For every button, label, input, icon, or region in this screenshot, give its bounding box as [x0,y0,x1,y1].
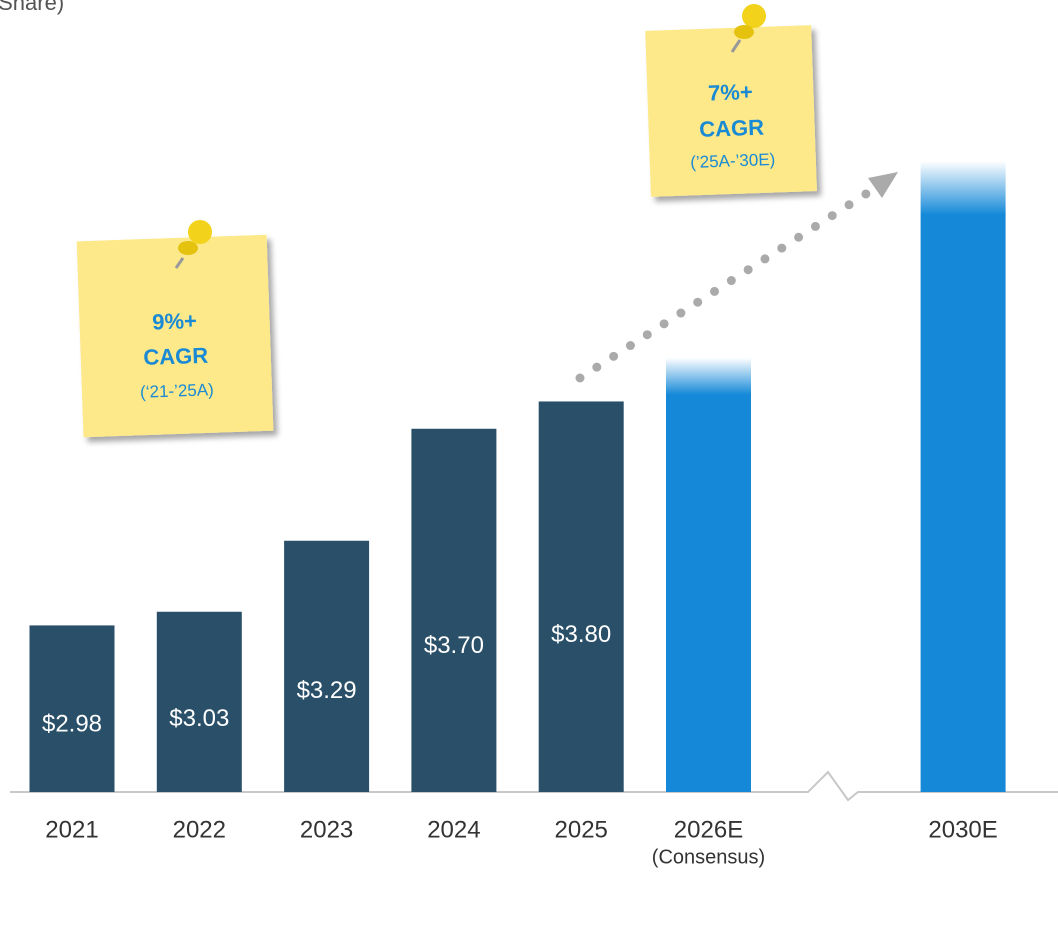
subtitle: /Share) [0,0,64,15]
x-tick-label: 2023 [300,816,353,843]
note-paper [645,25,817,197]
arrow-head [868,172,898,198]
x-tick-label: 2021 [45,816,98,843]
note-period: (’25A-’30E) [690,150,776,172]
x-tick-label: 2022 [173,816,226,843]
note-paper [76,234,274,438]
bar [920,161,1006,792]
x-tick-label: 2024 [427,816,480,843]
note-period: (‘21-’25A) [140,380,214,402]
x-tick-label: 2026E [674,816,743,843]
note-rate: 9%+ [152,308,198,335]
bar [538,401,624,792]
value-label: $3.03 [169,705,229,732]
x-tick-note: (Consensus) [652,846,765,868]
bar [666,357,751,792]
value-label: $3.70 [424,632,484,659]
note-label: CAGR [143,343,209,370]
x-tick-label: 2030E [928,816,997,843]
value-label: $2.98 [42,711,102,738]
pin [730,4,766,53]
sticky-note: 7%+ CAGR (’25A-’30E) [645,25,817,197]
bar [411,428,497,792]
value-label: $3.80 [551,621,611,648]
bar [156,611,242,792]
note-label: CAGR [699,115,765,142]
pin [174,220,212,269]
value-label: $3.29 [297,677,357,704]
bar [284,540,370,792]
x-tick-label: 2025 [555,816,608,843]
trend-arrow [575,185,877,383]
note-rate: 7%+ [708,79,754,106]
sticky-note: 9%+ CAGR (‘21-’25A) [76,234,274,438]
bar [29,625,115,792]
